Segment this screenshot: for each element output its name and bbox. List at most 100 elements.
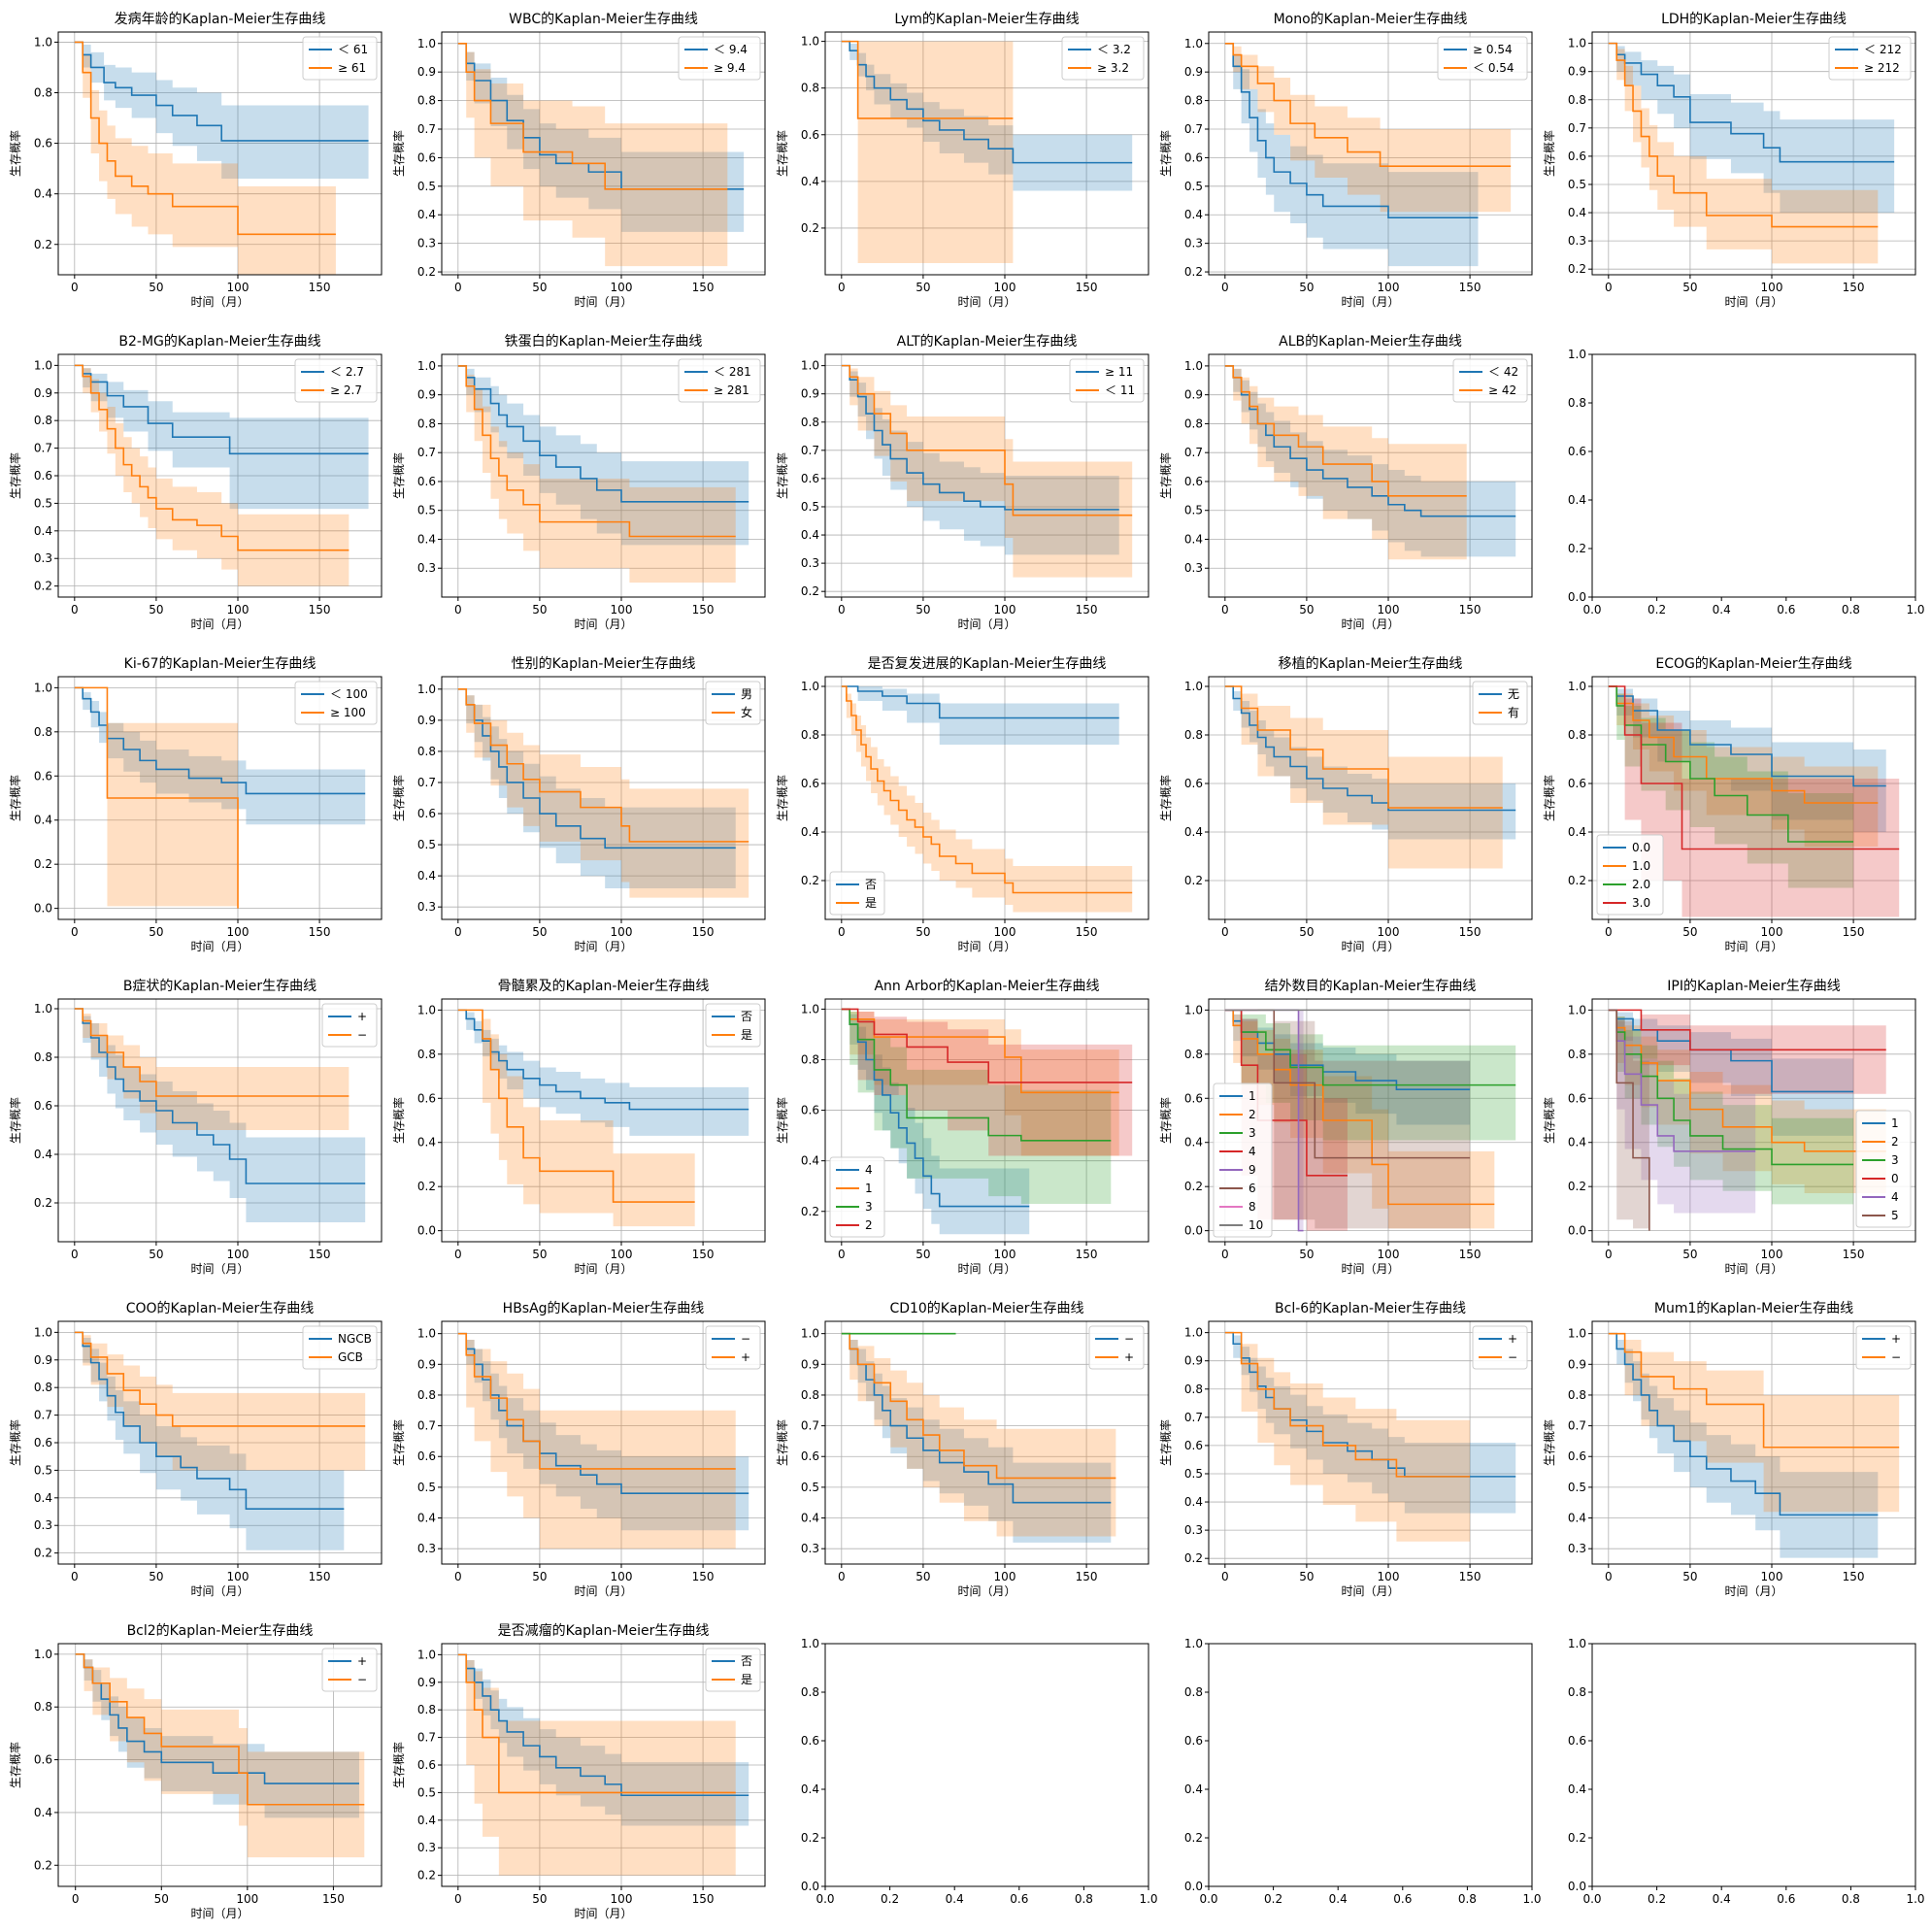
y-axis-label: 生存概率 — [775, 452, 789, 499]
y-axis-label: 生存概率 — [391, 1097, 406, 1144]
y-tick-label: 0.2 — [1184, 1551, 1203, 1565]
ci-band-0 — [74, 42, 369, 180]
legend-label: ＜ 2.7 — [330, 365, 364, 379]
survival-line-5 — [1608, 1009, 1650, 1231]
y-tick-label: 0.0 — [1568, 1224, 1586, 1238]
y-tick-label: 0.4 — [417, 1512, 436, 1525]
series-group — [841, 40, 1133, 263]
y-tick-label: 0.4 — [801, 1154, 819, 1168]
axes-frame — [1591, 353, 1916, 598]
legend: −+ — [1088, 1325, 1145, 1370]
x-tick-label: 0.2 — [1264, 1892, 1282, 1906]
legend-label: 8 — [1248, 1200, 1256, 1214]
y-tick-label: 0.0 — [34, 902, 52, 916]
x-tick-label: 100 — [611, 1892, 633, 1906]
y-tick-label: 0.6 — [801, 128, 819, 142]
y-tick-label: 0.3 — [417, 1841, 436, 1854]
ci-band-1 — [75, 1653, 365, 1858]
y-tick-label: 0.3 — [801, 556, 819, 570]
x-tick-label: 150 — [692, 925, 715, 939]
y-tick-label: 1.0 — [801, 359, 819, 373]
y-tick-label: 0.6 — [417, 475, 436, 488]
y-tick-label: 0.6 — [34, 137, 52, 150]
y-tick-label: 0.4 — [34, 187, 52, 201]
y-tick-label: 1.0 — [801, 680, 819, 693]
x-tick-label: 50 — [1299, 281, 1314, 294]
subplot-13: 0 50 100 150 0.2 0.4 0.6 0.8 1.0 移植的Kaplan-Meier生… — [1158, 656, 1533, 953]
survival-line-1 — [841, 40, 1014, 119]
legend: ＜ 281 ≥ 281 — [678, 358, 761, 403]
y-tick-label: 0.5 — [417, 1481, 436, 1494]
survival-line-0 — [74, 41, 369, 142]
y-tick-label: 0.6 — [1184, 1734, 1203, 1748]
y-tick-label: 0.9 — [1568, 65, 1586, 79]
subplot-title: 性别的Kaplan-Meier生存曲线 — [512, 656, 696, 672]
y-tick-label: 0.3 — [1184, 237, 1203, 250]
y-tick-label: 0.8 — [801, 1388, 819, 1402]
ci-band-0 — [841, 41, 1133, 191]
ci-band-1 — [457, 1010, 695, 1227]
y-tick-label: 0.2 — [1184, 874, 1203, 887]
legend-label: ＜ 11 — [1105, 383, 1135, 397]
y-tick-label: 0.0 — [1184, 1224, 1203, 1238]
subplot-title: COO的Kaplan-Meier生存曲线 — [126, 1301, 315, 1316]
legend: 否是 — [705, 1648, 761, 1692]
subplot-26: 0 50 100 150 0.2 0.3 0.4 0.5 0.6 0.7 0.8 0.9 1.0 是否减瘤… — [391, 1622, 766, 1920]
x-axis-label: 时间（月） — [574, 617, 632, 631]
ci-band-0 — [841, 686, 1119, 745]
ci-band-0 — [1224, 1332, 1516, 1514]
ci-band-0 — [457, 688, 736, 888]
subplot-11: 0 50 100 150 0.3 0.4 0.5 0.6 0.7 0.8 0.9 1.0 性别的Kapl… — [391, 656, 766, 953]
subplot-9: 0.0 0.2 0.4 0.6 0.8 1.0 0.0 0.2 0.4 0.6 0.8 1.0 — [1568, 348, 1925, 616]
x-tick-label: 100 — [611, 1570, 633, 1583]
subplot-16: 0 50 100 150 0.0 0.2 0.4 0.6 0.8 1.0 骨髓累及的Kaplan-M… — [391, 979, 766, 1276]
subplot-title: Mono的Kaplan-Meier生存曲线 — [1274, 12, 1468, 27]
legend-label: ＜ 100 — [330, 687, 368, 701]
subplot-6: 0 50 100 150 0.3 0.4 0.5 0.6 0.7 0.8 0.9 1.0 铁蛋白的Kap… — [391, 334, 766, 631]
x-tick-label: 150 — [1459, 1248, 1482, 1261]
x-tick-label: 0 — [454, 281, 462, 294]
legend-label: + — [1124, 1350, 1134, 1364]
subplot-title: 结外数目的Kaplan-Meier生存曲线 — [1265, 979, 1477, 994]
ci-band-2 — [1224, 1010, 1516, 1141]
x-tick-label: 50 — [532, 1892, 547, 1906]
x-tick-label: 0 — [454, 1892, 462, 1906]
y-tick-label: 1.0 — [801, 35, 819, 49]
x-axis-label: 时间（月） — [190, 295, 249, 309]
legend-label: 1 — [1891, 1116, 1899, 1130]
x-axis-label: 时间（月） — [1341, 617, 1399, 631]
plot-area — [825, 1644, 1149, 1886]
ci-band-1 — [74, 1332, 366, 1471]
axes-frame — [824, 31, 1149, 276]
x-tick-label: 50 — [1682, 281, 1697, 294]
axes-frame — [1591, 1643, 1916, 1887]
ci-band-1 — [74, 1009, 350, 1130]
axes-frame — [824, 676, 1149, 920]
subplot-21: 0 50 100 150 0.3 0.4 0.5 0.6 0.7 0.8 0.9 1.0 HBsAg的K… — [391, 1301, 766, 1598]
legend-label: 无 — [1508, 687, 1519, 701]
axes-frame — [1208, 998, 1533, 1243]
y-tick-label: 0.8 — [1568, 396, 1586, 410]
y-tick-label: 0.6 — [801, 777, 819, 790]
y-tick-label: 1.0 — [34, 1002, 52, 1016]
y-tick-label: 0.6 — [1184, 1091, 1203, 1105]
y-tick-label: 0.2 — [1568, 1180, 1586, 1193]
x-tick-label: 0 — [71, 603, 79, 616]
y-tick-label: 0.3 — [801, 1542, 819, 1555]
y-tick-label: 0.6 — [1568, 150, 1586, 163]
survival-line-3 — [1608, 685, 1900, 850]
series-group — [1608, 685, 1900, 917]
x-axis-label: 时间（月） — [957, 940, 1015, 953]
ci-band-1 — [1608, 1333, 1900, 1513]
survival-line-3 — [841, 1008, 1133, 1083]
y-tick-label: 0.4 — [34, 1148, 52, 1161]
axes-frame — [1591, 998, 1916, 1243]
series-group — [1608, 1332, 1900, 1558]
subplot-title: B2-MG的Kaplan-Meier生存曲线 — [118, 334, 320, 350]
subplot-14: 0 50 100 150 0.2 0.4 0.6 0.8 1.0 ECOG的Kaplan-Meie… — [1542, 656, 1916, 953]
y-axis-label: 生存概率 — [391, 1742, 406, 1788]
x-tick-label: 50 — [1299, 603, 1314, 616]
subplot-18: 0 50 100 150 0.0 0.2 0.4 0.6 0.8 1.0 结外数目的Kaplan-M… — [1158, 979, 1533, 1276]
subplot-title: Lym的Kaplan-Meier生存曲线 — [894, 12, 1079, 27]
